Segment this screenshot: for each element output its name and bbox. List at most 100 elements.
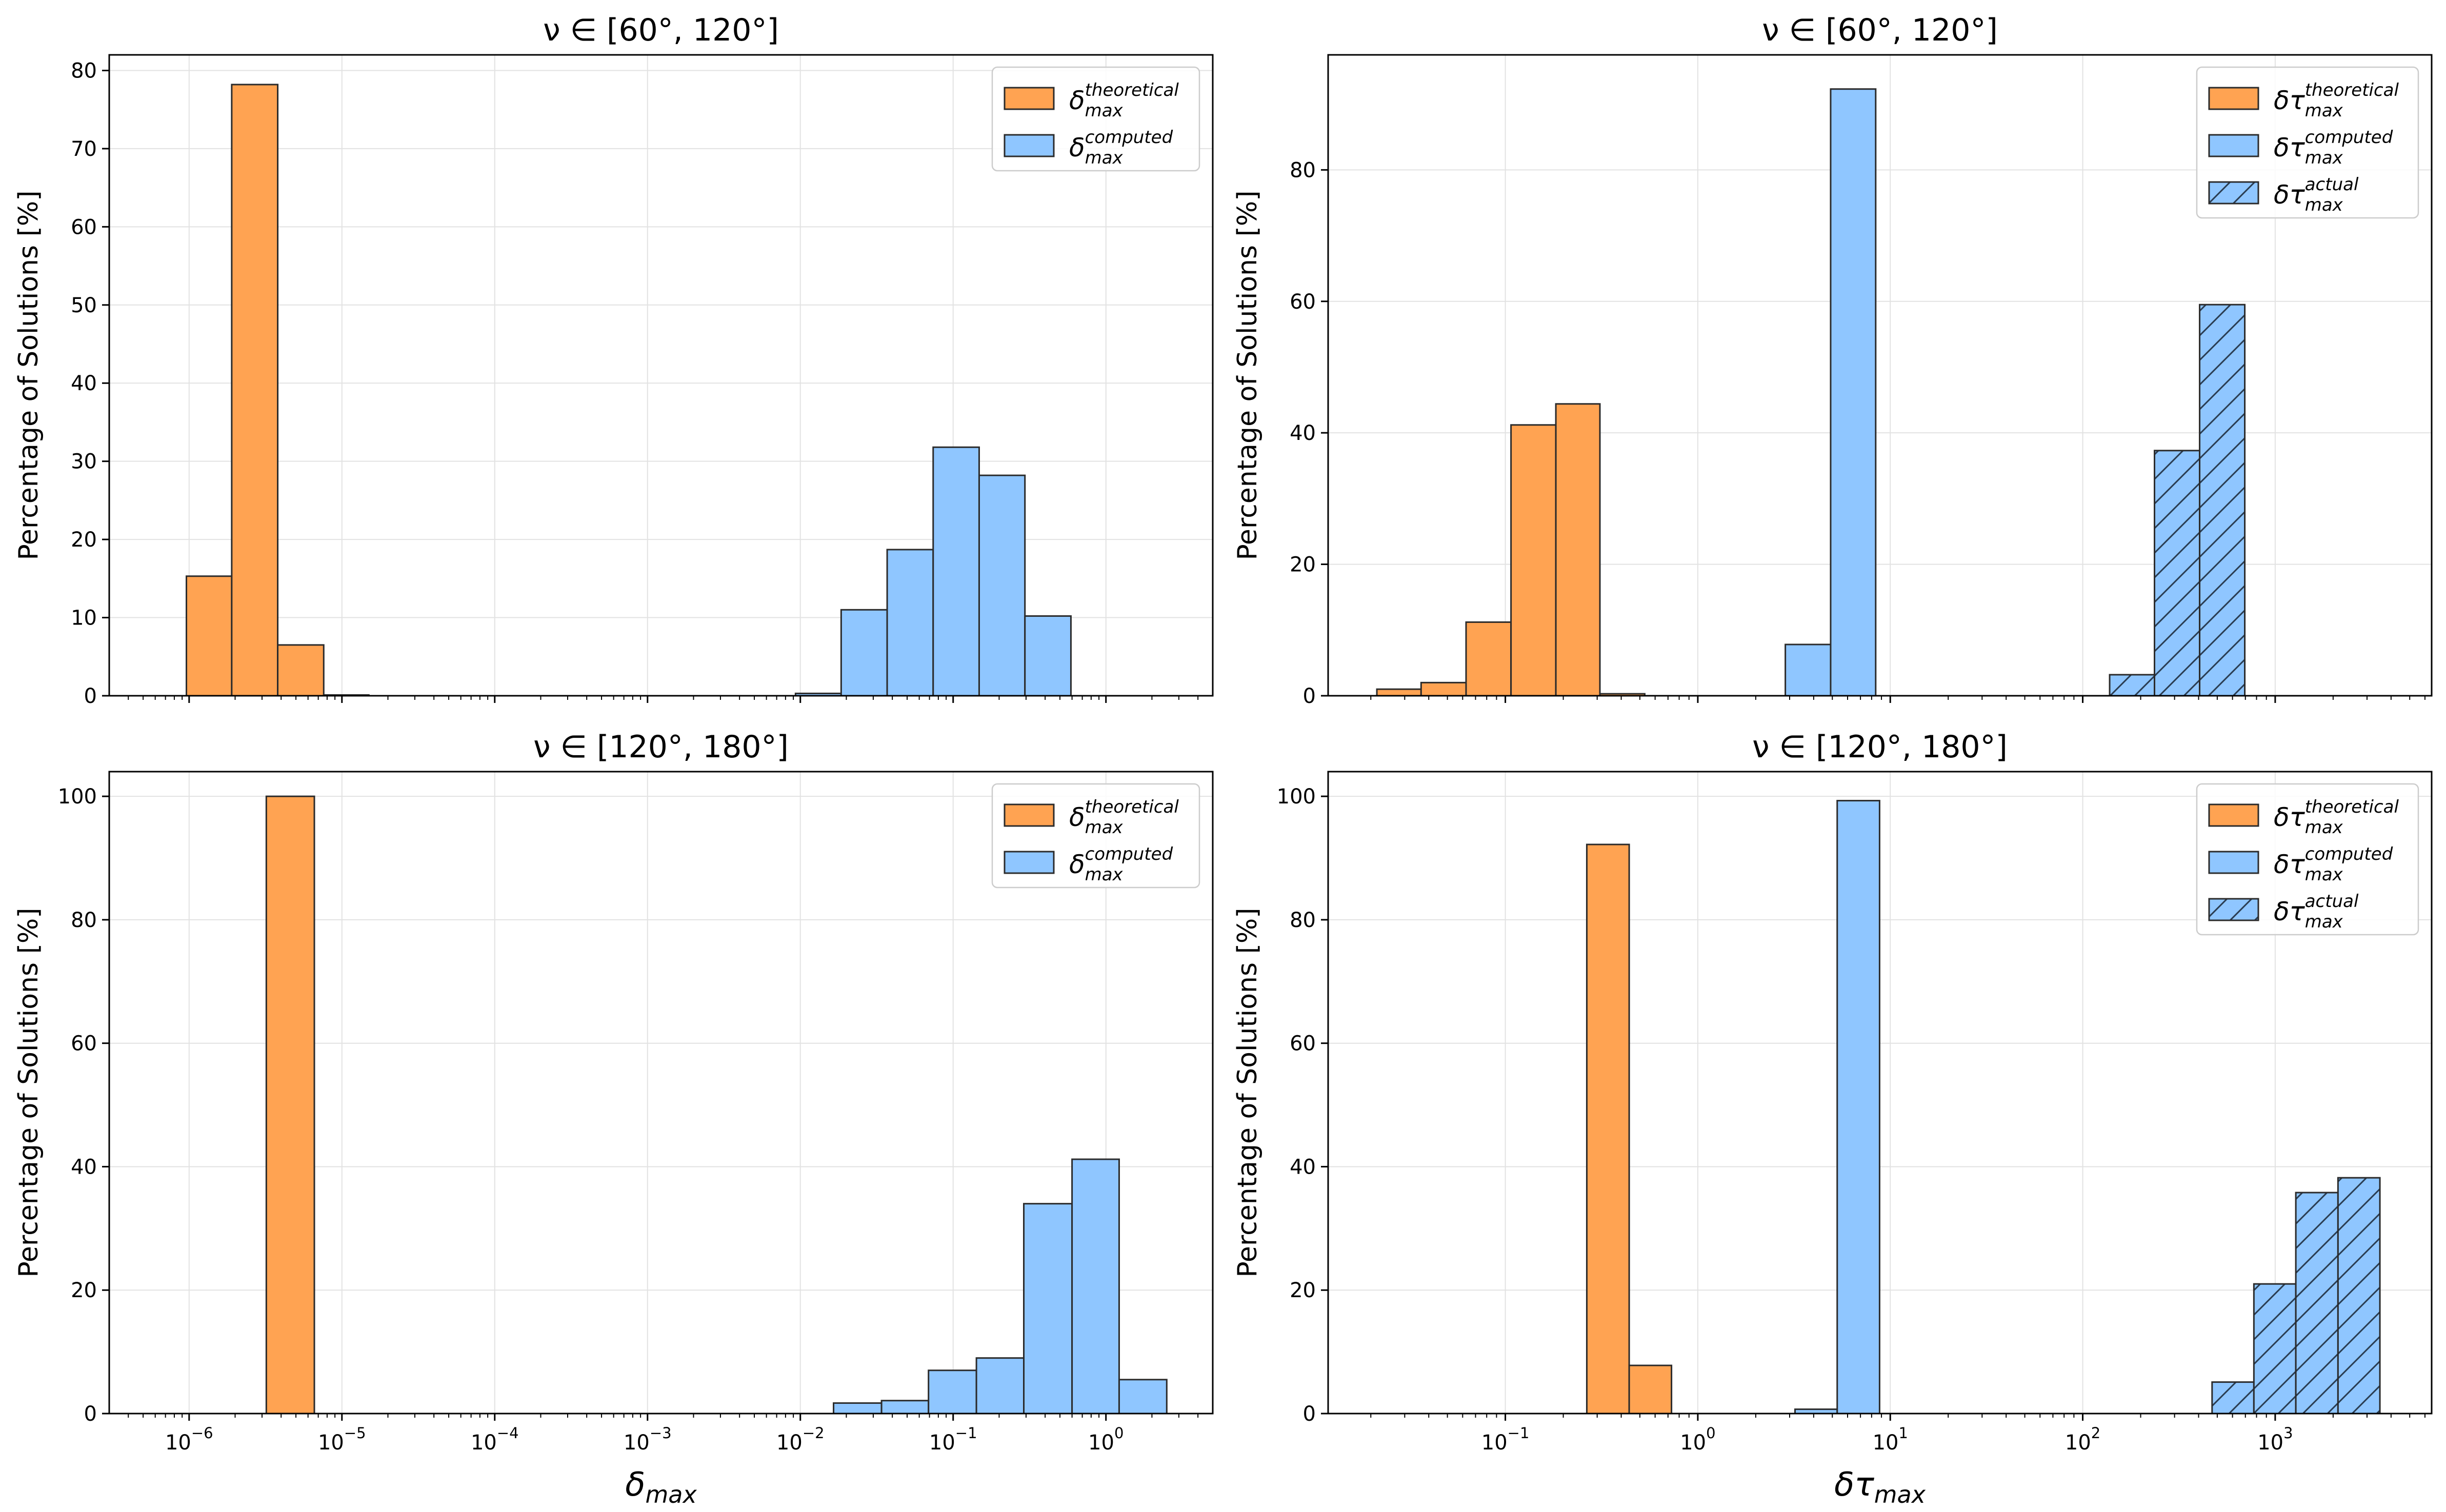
x-tick-label: 103 (2257, 1424, 2293, 1455)
x-tick-label: 100 (1088, 1424, 1124, 1455)
legend-label-base: δτ (2274, 802, 2305, 832)
legend-label: δτcomputed max (2274, 127, 2393, 168)
y-tick-label: 20 (71, 1279, 97, 1302)
histogram-bar (265, 795, 315, 1415)
legend-entry: δtheoretical max (1004, 797, 1179, 838)
x-tick-label-exp: −3 (650, 1424, 672, 1442)
legend-label-sup: theoretical (1085, 797, 1179, 817)
x-axis (128, 696, 1199, 703)
y-tick-label: 100 (58, 785, 97, 809)
histogram-bar (2199, 304, 2246, 697)
legend-label: δcomputed max (1069, 127, 1173, 168)
legend-swatch (2208, 134, 2259, 157)
gridlines (109, 55, 1213, 696)
series-0 (1376, 403, 1646, 697)
x-tick-label-exp: −6 (191, 1424, 213, 1442)
y-tick-label: 20 (1290, 1279, 1316, 1302)
legend-label-sub: max (1085, 817, 1124, 838)
legend-label: δτactual max (2274, 174, 2359, 215)
x-axis-label: δτmax (1834, 1466, 1926, 1508)
x-tick-label: 10−4 (471, 1424, 519, 1455)
y-tick-label: 60 (71, 215, 97, 239)
y-tick-label: 0 (1303, 684, 1316, 708)
x-tick-label-base: 10 (624, 1431, 650, 1455)
x-tick-label-base: 10 (318, 1431, 344, 1455)
legend-label-sup: computed (2305, 844, 2393, 864)
legend-label-sup: computed (1085, 844, 1173, 864)
legend-swatch (1004, 87, 1055, 110)
legend-label-sup: computed (1085, 127, 1173, 148)
legend-label-sub: max (2305, 817, 2343, 838)
legend-label: δtheoretical max (1069, 80, 1179, 121)
y-tick-label: 40 (71, 372, 97, 395)
y-tick-label: 70 (71, 137, 97, 161)
legend-label: δτtheoretical max (2274, 80, 2399, 121)
legend-swatch (2208, 87, 2259, 110)
histogram-bar (1836, 800, 1880, 1415)
legend-label: δτtheoretical max (2274, 797, 2399, 838)
histogram-bar (1555, 403, 1601, 697)
legend-entry: δτcomputed max (2208, 127, 2393, 168)
x-tick-label: 10−5 (318, 1424, 366, 1455)
legend-swatch (1004, 134, 1055, 157)
y-tick-label: 20 (1290, 553, 1316, 577)
series-1 (794, 446, 1072, 697)
histogram-bar (1465, 621, 1512, 697)
x-tick-label-exp: 0 (1114, 1424, 1124, 1442)
series-1 (1785, 88, 1877, 697)
x-tick-label-exp: −5 (344, 1424, 366, 1442)
legend-label-sub: max (1085, 864, 1124, 885)
x-tick-label-base: 10 (1088, 1431, 1114, 1455)
x-tick-label: 10−3 (624, 1424, 672, 1455)
bars (186, 84, 1072, 697)
x-tick-label-exp: −2 (803, 1424, 825, 1442)
axes-frame (108, 54, 1214, 697)
x-axis-label-sub: max (645, 1481, 697, 1508)
histogram-bar (978, 474, 1026, 697)
legend-label-sub: max (2305, 912, 2343, 932)
histogram-bar (1628, 1364, 1673, 1415)
x-tick-label-base: 10 (1481, 1431, 1508, 1455)
y-tick-label: 50 (71, 294, 97, 317)
legend-label-sub: max (2305, 148, 2343, 168)
legend-label-sup: theoretical (2305, 797, 2399, 817)
histogram-bar (1071, 1158, 1120, 1415)
x-tick-label: 102 (2065, 1424, 2100, 1455)
y-tick-label: 10 (71, 607, 97, 630)
subplot-title: ν ∈ [60°, 120°] (1762, 12, 1998, 48)
x-tick-label: 10−1 (1481, 1424, 1530, 1455)
x-tick-label-base: 10 (929, 1431, 955, 1455)
legend-swatch (2208, 181, 2259, 205)
legend-swatch (2208, 898, 2259, 921)
y-tick-label: 40 (1290, 1155, 1316, 1179)
y-axis-label: Percentage of Solutions [%] (1232, 908, 1263, 1277)
legend-label-base: δ (1069, 86, 1085, 115)
x-tick-label-base: 10 (1873, 1431, 1899, 1455)
histogram-bar (2211, 1381, 2255, 1415)
x-tick-label: 100 (1680, 1424, 1715, 1455)
histogram-bar (1376, 688, 1422, 697)
subplot-title: ν ∈ [120°, 180°] (1752, 729, 2008, 765)
histogram-bar (186, 575, 233, 697)
legend-swatch (1004, 803, 1055, 827)
histogram-bar (880, 1400, 930, 1415)
legend-label-base: δτ (2274, 850, 2305, 879)
x-tick-label-base: 10 (776, 1431, 803, 1455)
legend-label: δtheoretical max (1069, 797, 1179, 838)
x-tick-label-exp: 2 (2091, 1424, 2100, 1442)
histogram-bar (1023, 1203, 1073, 1415)
x-axis-label: δmax (625, 1466, 697, 1508)
histogram-bar (2253, 1283, 2297, 1415)
legend-label-base: δτ (2274, 86, 2305, 115)
legend-label-sup: actual (2305, 891, 2359, 912)
legend-entry: δτactual max (2208, 891, 2359, 932)
x-axis: 10−6 10−5 10−4 10−3 10−2 10−1 100 (128, 1414, 1199, 1455)
x-axis-label-base: δ (625, 1466, 645, 1504)
histogram-bar (840, 609, 888, 697)
legend-label: δτactual max (2274, 891, 2359, 932)
x-axis-label-base: δτ (1834, 1466, 1874, 1504)
y-axis-label: Percentage of Solutions [%] (13, 190, 44, 560)
